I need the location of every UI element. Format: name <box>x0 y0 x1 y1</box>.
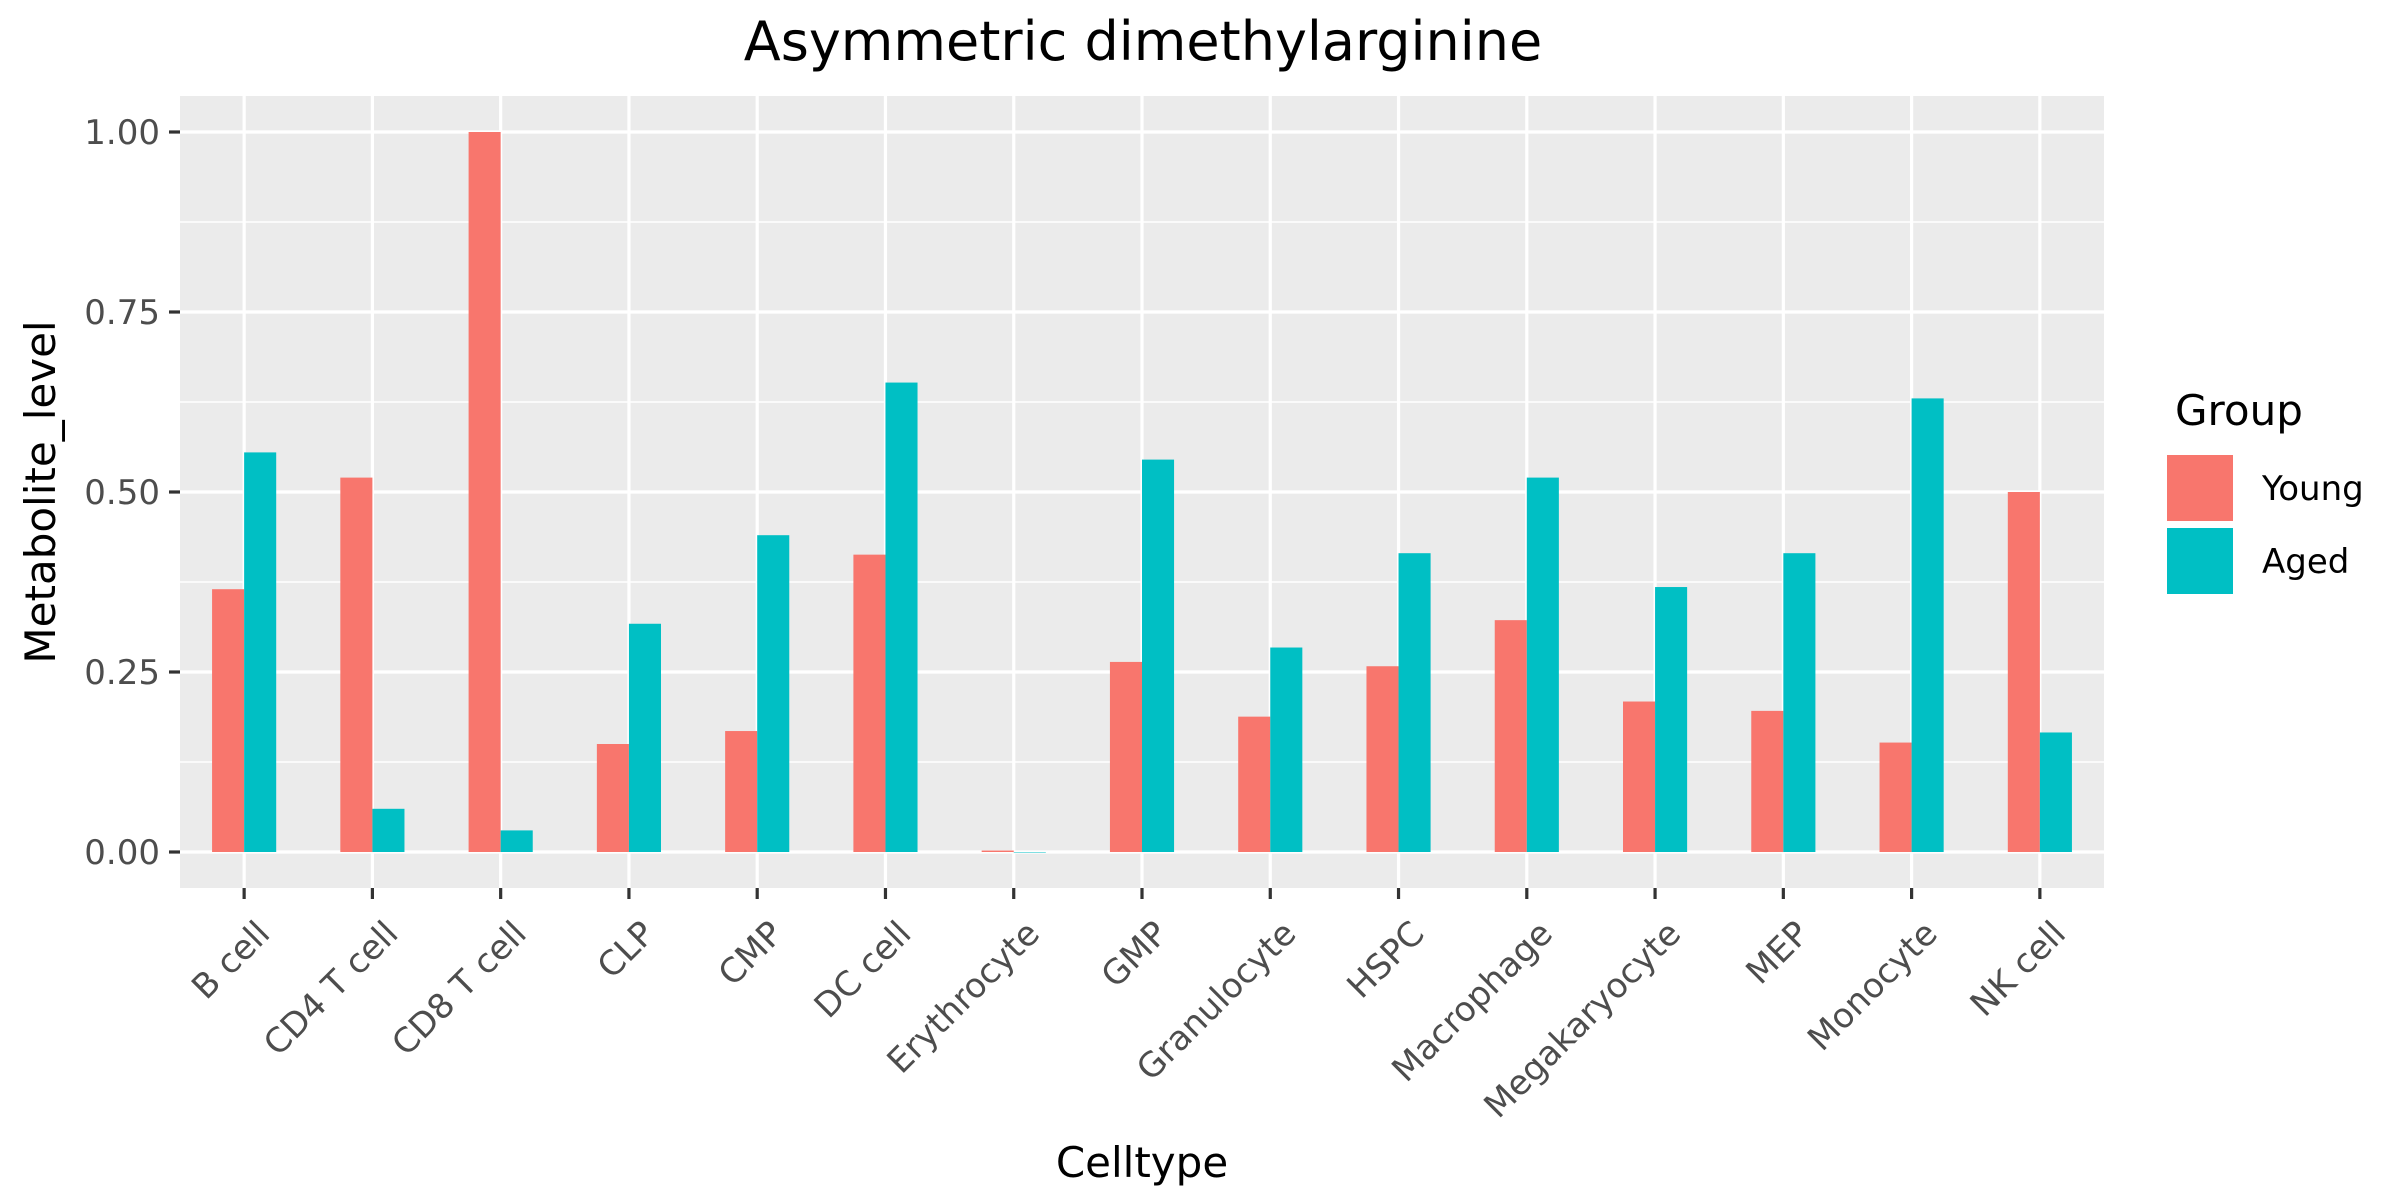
legend-items: Young Aged <box>2167 455 2364 594</box>
x-axis-title: Celltype <box>1056 1138 1228 1187</box>
bar-aged-6 <box>1013 852 1046 853</box>
y-tick-label: 0.50 <box>84 473 160 513</box>
bar-young-2 <box>468 132 501 852</box>
bar-young-14 <box>2007 492 2040 852</box>
bar-aged-3 <box>628 623 661 852</box>
y-tick-label: 0.25 <box>84 653 160 693</box>
x-tick-label: CD8 T cell <box>384 914 534 1064</box>
legend: Group Young Aged <box>2167 386 2364 594</box>
bar-aged-11 <box>1655 587 1688 852</box>
bar-young-1 <box>340 477 373 852</box>
legend-key-young <box>2167 455 2233 521</box>
bar-young-5 <box>853 554 886 852</box>
bar-aged-9 <box>1398 553 1431 852</box>
bar-young-12 <box>1751 710 1784 852</box>
bar-aged-7 <box>1142 459 1175 852</box>
x-tick-label: CLP <box>590 914 663 987</box>
y-tick-label: 1.00 <box>84 113 160 153</box>
bar-young-9 <box>1366 666 1399 852</box>
y-axis-title: Metabolite_level <box>16 320 65 663</box>
legend-title: Group <box>2175 386 2303 435</box>
x-tick-label: HSPC <box>1340 914 1433 1007</box>
chart-title: Asymmetric dimethylarginine <box>744 10 1542 73</box>
bar-aged-8 <box>1270 647 1303 852</box>
bar-young-13 <box>1879 742 1912 852</box>
bar-young-6 <box>981 850 1014 852</box>
bar-aged-13 <box>1911 398 1944 852</box>
bar-young-4 <box>725 731 758 852</box>
bar-young-0 <box>212 589 245 852</box>
bar-young-3 <box>596 744 629 852</box>
y-tick-label: 0.75 <box>84 293 160 333</box>
x-tick-label: CMP <box>711 914 791 994</box>
bar-young-7 <box>1109 661 1142 852</box>
bar-aged-10 <box>1526 477 1559 852</box>
bar-aged-2 <box>500 830 533 852</box>
x-tick-label: Monocyte <box>1800 914 1945 1059</box>
x-tick-label: DC cell <box>807 914 920 1027</box>
bar-aged-14 <box>2039 732 2072 852</box>
x-tick-label: NK cell <box>1963 914 2074 1025</box>
bar-young-10 <box>1494 620 1527 852</box>
bar-young-8 <box>1238 716 1271 852</box>
bar-aged-0 <box>244 452 277 852</box>
bars <box>212 132 2072 853</box>
x-tick-label: GMP <box>1094 914 1176 996</box>
y-tick-label: 0.00 <box>84 833 160 873</box>
bar-aged-1 <box>372 808 405 852</box>
x-tick-label: CD4 T cell <box>256 914 406 1064</box>
bar-aged-12 <box>1783 553 1816 852</box>
legend-label-aged: Aged <box>2262 542 2349 582</box>
bar-aged-5 <box>885 382 918 852</box>
bar-aged-4 <box>757 535 790 852</box>
x-tick-label: MEP <box>1739 914 1818 993</box>
legend-key-aged <box>2167 528 2233 594</box>
x-tick-label: B cell <box>184 914 278 1008</box>
legend-label-young: Young <box>2261 469 2364 509</box>
bar-young-11 <box>1623 701 1656 852</box>
